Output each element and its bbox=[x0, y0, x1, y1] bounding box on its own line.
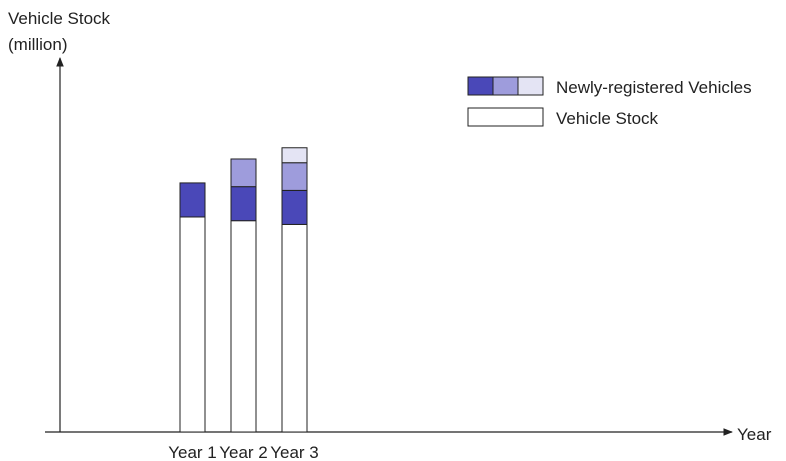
bar-segment-year-2-s0 bbox=[230, 220, 257, 433]
bar-segment-year-3-s2 bbox=[281, 162, 308, 191]
legend-label-vehicle-stock: Vehicle Stock bbox=[556, 109, 659, 128]
bar-segment-year-1-s1 bbox=[179, 182, 206, 218]
bar-segment-year-1-s0 bbox=[179, 216, 206, 433]
x-axis-label: Year bbox=[737, 425, 772, 444]
x-tick-label: Year 2 bbox=[219, 443, 268, 461]
legend-label-newly-registered: Newly-registered Vehicles bbox=[556, 78, 752, 97]
bar-group bbox=[179, 147, 308, 433]
category-labels: Year 1 Year 2 Year 3 bbox=[168, 443, 319, 461]
legend-swatch-newly-registered bbox=[467, 76, 544, 96]
bar-segment-year-3-s3 bbox=[281, 147, 308, 164]
bar-segment-year-2-s2 bbox=[230, 158, 257, 188]
legend-swatch-part bbox=[467, 107, 544, 127]
bar-segment-year-3-s0 bbox=[281, 223, 308, 433]
y-axis-label-line2: (million) bbox=[8, 35, 68, 54]
y-axis-label-line1: Vehicle Stock bbox=[8, 9, 111, 28]
x-tick-label: Year 3 bbox=[270, 443, 319, 461]
legend-swatch-vehicle-stock bbox=[467, 107, 544, 127]
legend-swatch-part bbox=[492, 76, 519, 96]
legend-swatch-part bbox=[517, 76, 544, 96]
x-tick-label: Year 1 bbox=[168, 443, 217, 461]
bar-segment-year-3-s1 bbox=[281, 189, 308, 225]
legend-swatch-part bbox=[467, 76, 494, 96]
bar-segment-year-2-s1 bbox=[230, 186, 257, 222]
legend: Newly-registered Vehicles Vehicle Stock bbox=[467, 76, 752, 128]
